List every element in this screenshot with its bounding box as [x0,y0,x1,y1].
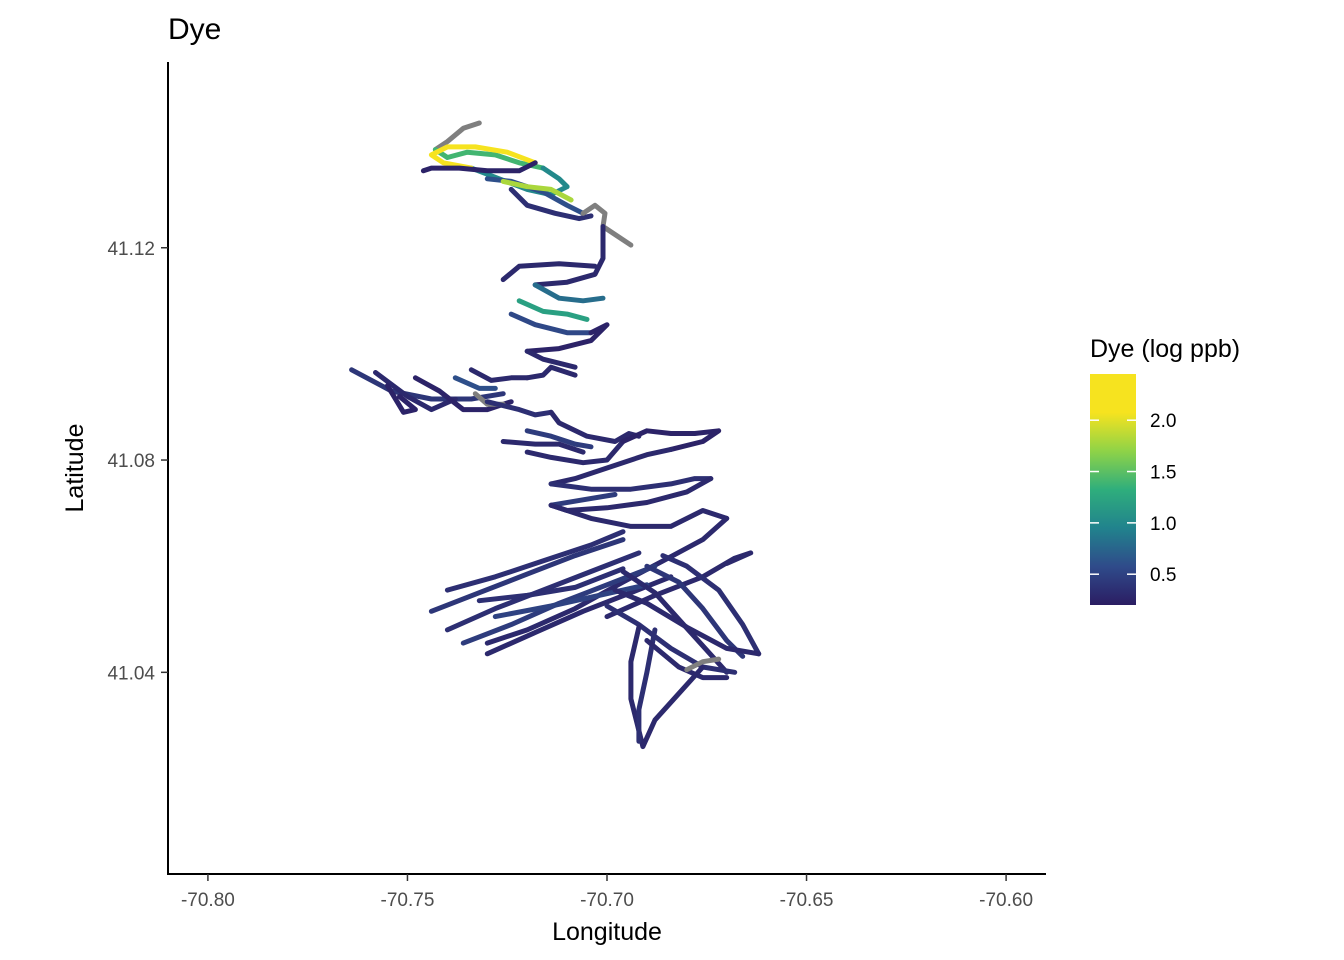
track-segment-14 [508,311,594,336]
y-tick-label: 41.08 [107,451,155,472]
legend: Dye (log ppb) 0.5 1.0 1.5 2.0 [1090,335,1240,605]
track-segment-23 [468,367,530,383]
x-tick-label: -70.80 [181,890,235,911]
track-segment-20 [385,383,418,415]
track-segment-32 [548,476,714,492]
track-segment-42 [492,582,650,620]
legend-tick-label: 0.5 [1150,565,1176,586]
track-segment-25 [484,399,554,418]
x-tick-label: -70.60 [979,890,1033,911]
track-segment-26 [548,409,642,444]
legend-tick-label: 1.0 [1150,514,1176,535]
track-segment-44 [604,550,754,620]
track-segment-34 [548,492,618,508]
track-segment-11 [532,282,606,304]
track-segment-51 [636,627,658,744]
track-segment-5 [420,160,538,174]
track-segment-39 [444,550,642,633]
track-segment-15 [524,322,610,354]
track-segment-19 [412,375,514,413]
x-axis-ticks: -70.80 -70.75 -70.70 -70.65 -70.60 [181,874,1033,911]
x-tick-label: -70.75 [381,890,435,911]
track-segment-7 [500,178,574,203]
x-tick-label: -70.65 [780,890,834,911]
track-segment-21 [452,375,498,391]
track-segment-13 [516,298,590,322]
legend-tick-label: 1.5 [1150,463,1176,484]
track-segment-43 [476,566,626,604]
track-segment-18 [373,370,458,413]
track-segment-35 [548,502,730,529]
track-segment-53 [684,656,722,673]
track-segment-45 [660,553,762,657]
track-segment-28 [500,439,586,455]
x-axis-title: Longitude [552,918,662,946]
track-segment-29 [524,439,626,466]
track-segment-12 [500,261,598,283]
track-segment-33 [548,476,714,513]
track-segment-10 [532,224,606,288]
track-segment-31 [548,446,674,487]
y-tick-label: 41.12 [107,239,155,260]
track-segment-49 [604,603,738,675]
y-tick-label: 41.04 [107,663,155,684]
track-segment-30 [620,428,722,452]
legend-ticks: 0.5 1.0 1.5 2.0 [1090,411,1176,586]
track-segment-8 [508,186,594,222]
track-segment-9 [580,202,634,248]
track-segment-27 [524,428,594,450]
track-segment-48 [612,587,762,657]
track-segment-36 [484,515,730,646]
legend-tick-label: 2.0 [1150,411,1176,432]
legend-colorbar [1090,374,1136,605]
track-segment-50 [628,624,706,750]
track-segment-16 [524,348,578,370]
track-segment-52 [644,638,730,681]
track-segment-47 [620,569,730,675]
y-axis-title: Latitude [61,424,89,513]
track-segment-24 [524,364,578,381]
track-segment-4 [428,144,538,171]
chart-title: Dye [168,13,221,46]
track-segment-37 [444,529,626,593]
y-axis-ticks: 41.04 41.08 41.12 [107,239,168,684]
track-segment-2 [432,147,546,171]
track-segment-1 [432,120,482,153]
track-segment-38 [428,537,626,614]
track-segment-46 [644,563,746,659]
legend-title: Dye (log ppb) [1090,335,1240,363]
x-tick-label: -70.70 [580,890,634,911]
dye-track-layer [349,120,762,750]
